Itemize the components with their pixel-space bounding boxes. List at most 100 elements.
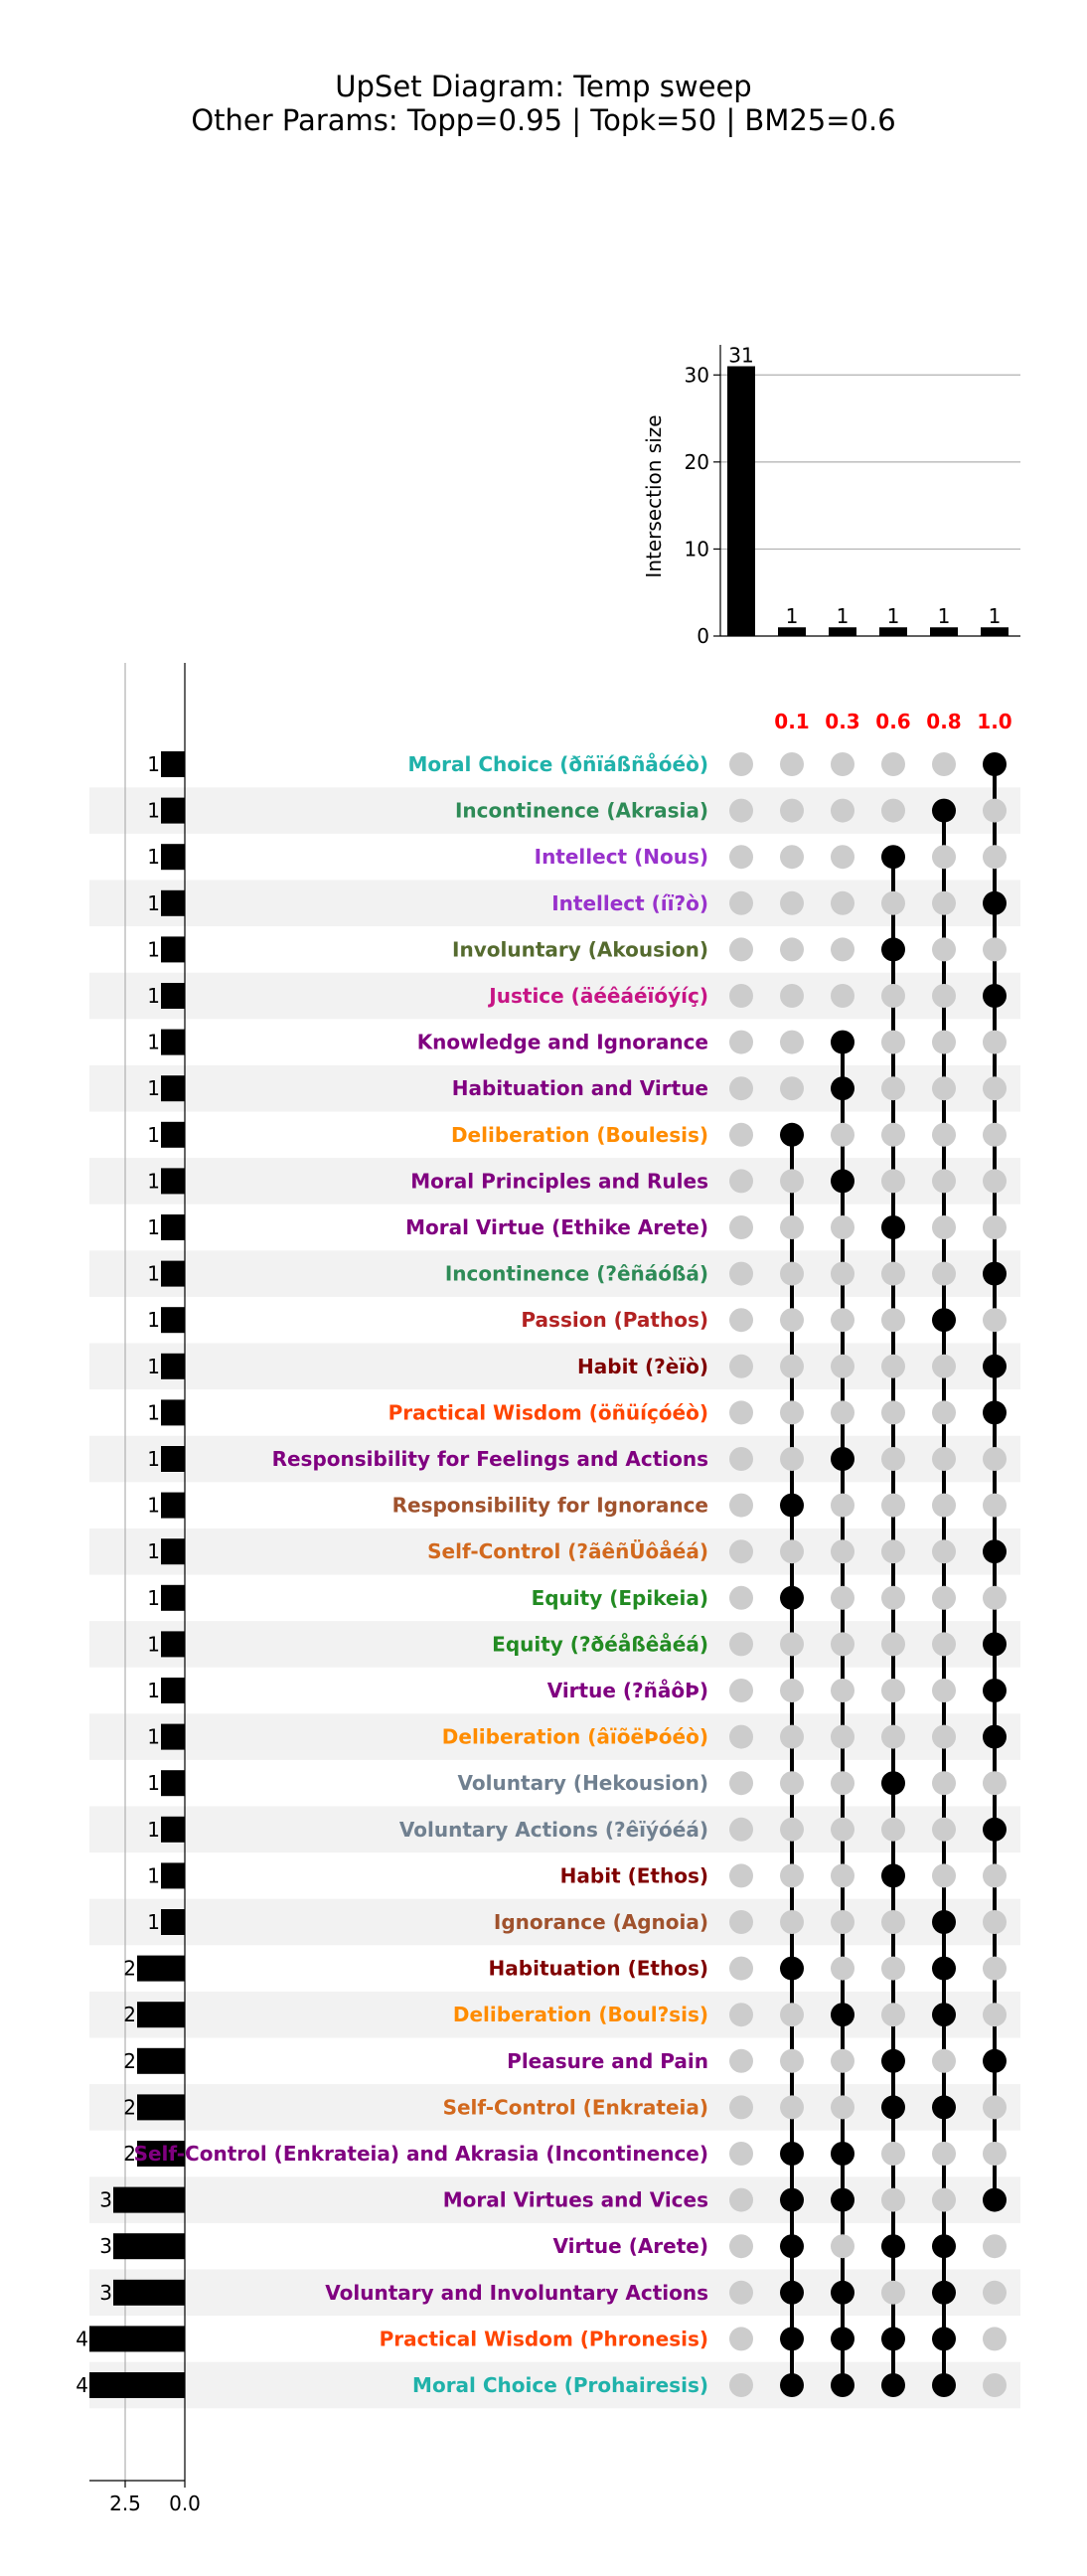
set-size-label: 1 bbox=[147, 1123, 160, 1147]
matrix-dot-active bbox=[881, 1863, 905, 1888]
matrix-dot-active bbox=[983, 984, 1007, 1008]
matrix-row-stripe bbox=[89, 787, 1020, 834]
matrix-dot-inactive bbox=[831, 1817, 854, 1842]
matrix-dot-inactive bbox=[780, 752, 804, 776]
set-size-bar bbox=[161, 1538, 185, 1565]
matrix-dot-inactive bbox=[780, 2048, 804, 2073]
matrix-dot-inactive bbox=[881, 1400, 905, 1425]
matrix-dot-active bbox=[983, 890, 1007, 915]
matrix-dot-inactive bbox=[932, 1030, 956, 1054]
set-size-label: 2 bbox=[123, 2095, 136, 2119]
matrix-dot-active bbox=[983, 752, 1007, 776]
matrix-dot-inactive bbox=[983, 2327, 1007, 2351]
set-label: Moral Choice (ðñïáßñåóéò) bbox=[408, 752, 709, 776]
column-label: 0.8 bbox=[926, 710, 961, 733]
set-label: Habituation and Virtue bbox=[452, 1076, 708, 1100]
matrix-dot-inactive bbox=[729, 1030, 753, 1054]
matrix-dot-active bbox=[932, 2373, 956, 2397]
set-size-label: 1 bbox=[147, 1262, 160, 1286]
matrix-dot-inactive bbox=[780, 1863, 804, 1888]
matrix-dot-active bbox=[831, 1030, 854, 1054]
set-size-label: 1 bbox=[147, 1400, 160, 1424]
matrix-dot-inactive bbox=[729, 890, 753, 915]
matrix-dot-inactive bbox=[983, 1076, 1007, 1101]
set-size-bar bbox=[89, 2372, 185, 2398]
matrix-dot-inactive bbox=[729, 798, 753, 823]
matrix-dot-active bbox=[831, 2373, 854, 2397]
set-size-label: 1 bbox=[147, 1447, 160, 1471]
set-size-label: 1 bbox=[147, 1818, 160, 1842]
matrix-dot-inactive bbox=[831, 1215, 854, 1239]
set-size-label: 1 bbox=[147, 891, 160, 915]
matrix-dot-inactive bbox=[983, 1030, 1007, 1054]
set-label: Virtue (?ñåôÞ) bbox=[547, 1679, 708, 1702]
set-size-bar bbox=[161, 1770, 185, 1797]
matrix-dot-inactive bbox=[780, 2095, 804, 2120]
intersection-ytick-label: 30 bbox=[685, 363, 709, 387]
matrix-dot-inactive bbox=[780, 1030, 804, 1054]
matrix-dot-inactive bbox=[932, 752, 956, 776]
set-size-bar bbox=[161, 1353, 185, 1379]
matrix-dot-inactive bbox=[881, 1539, 905, 1564]
matrix-dot-inactive bbox=[932, 2187, 956, 2212]
set-size-label: 4 bbox=[76, 2373, 88, 2397]
matrix-dot-inactive bbox=[780, 1400, 804, 1425]
matrix-dot-inactive bbox=[729, 1447, 753, 1471]
column-label: 1.0 bbox=[977, 710, 1011, 733]
matrix-dot-inactive bbox=[983, 1215, 1007, 1239]
matrix-dot-inactive bbox=[831, 1956, 854, 1981]
matrix-dot-inactive bbox=[983, 1308, 1007, 1333]
matrix-row-stripe bbox=[89, 880, 1020, 927]
matrix-dot-inactive bbox=[780, 1215, 804, 1239]
matrix-dot-inactive bbox=[881, 890, 905, 915]
intersection-bar bbox=[879, 627, 907, 636]
set-size-bar bbox=[137, 2002, 185, 2028]
matrix-dot-inactive bbox=[729, 1400, 753, 1425]
matrix-dot-inactive bbox=[831, 1261, 854, 1286]
matrix-dot-inactive bbox=[932, 984, 956, 1008]
set-size-label: 1 bbox=[147, 1076, 160, 1100]
matrix-dot-inactive bbox=[780, 1261, 804, 1286]
matrix-dot-inactive bbox=[729, 1771, 753, 1796]
chart-title: UpSet Diagram: Temp sweep bbox=[335, 70, 752, 103]
set-label: Pleasure and Pain bbox=[507, 2049, 708, 2073]
set-size-bar bbox=[161, 1307, 185, 1334]
matrix-dot-active bbox=[932, 1308, 956, 1333]
matrix-row-stripe bbox=[89, 1713, 1020, 1760]
set-label: Voluntary and Involuntary Actions bbox=[325, 2281, 708, 2305]
matrix-dot-inactive bbox=[729, 845, 753, 870]
matrix-dot-inactive bbox=[983, 1956, 1007, 1981]
matrix-dot-inactive bbox=[729, 2327, 753, 2351]
matrix-dot-inactive bbox=[881, 1724, 905, 1749]
set-label: Voluntary (Hekousion) bbox=[458, 1771, 708, 1795]
matrix-dot-active bbox=[780, 2280, 804, 2305]
matrix-dot-inactive bbox=[831, 984, 854, 1008]
matrix-dot-active bbox=[983, 1632, 1007, 1657]
set-size-label: 1 bbox=[147, 1910, 160, 1934]
matrix-dot-inactive bbox=[881, 752, 905, 776]
column-label: 0.1 bbox=[774, 710, 809, 733]
matrix-dot-inactive bbox=[780, 1679, 804, 1702]
matrix-dot-active bbox=[983, 1261, 1007, 1286]
matrix-dot-inactive bbox=[831, 937, 854, 962]
matrix-dot-inactive bbox=[831, 845, 854, 870]
matrix-dot-inactive bbox=[729, 984, 753, 1008]
matrix-row-stripe bbox=[89, 1158, 1020, 1205]
matrix-dot-active bbox=[831, 2003, 854, 2027]
set-label: Practical Wisdom (öñüíçóéò) bbox=[388, 1400, 708, 1424]
matrix-dot-active bbox=[983, 1400, 1007, 1425]
set-size-bar bbox=[137, 2141, 185, 2167]
matrix-dot-active bbox=[983, 1679, 1007, 1702]
set-size-bar bbox=[113, 2186, 185, 2213]
set-size-label: 1 bbox=[147, 1169, 160, 1193]
set-size-bar bbox=[161, 1492, 185, 1519]
matrix-dot-inactive bbox=[831, 2234, 854, 2259]
intersection-bar-label: 31 bbox=[728, 344, 753, 368]
set-size-label: 1 bbox=[147, 1031, 160, 1054]
matrix-dot-inactive bbox=[983, 1169, 1007, 1194]
matrix-dot-inactive bbox=[780, 1632, 804, 1657]
matrix-row-stripe bbox=[89, 1621, 1020, 1668]
matrix-dot-inactive bbox=[729, 1261, 753, 1286]
matrix-dot-inactive bbox=[881, 1679, 905, 1702]
matrix-dot-inactive bbox=[932, 1771, 956, 1796]
